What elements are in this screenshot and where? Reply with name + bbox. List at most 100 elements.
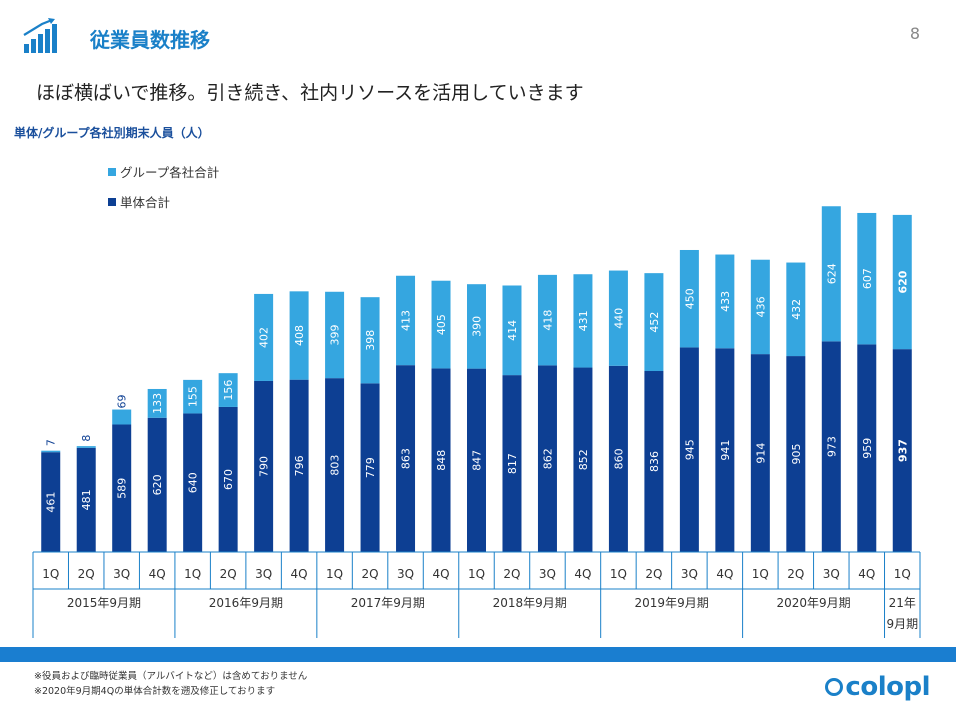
- x-tick-label: 4Q: [149, 567, 166, 581]
- data-label-group: 624: [825, 263, 838, 284]
- bar-single: [289, 379, 309, 552]
- bar-group: [857, 212, 877, 345]
- x-tick-label: 4Q: [432, 567, 449, 581]
- data-label-single: 862: [541, 448, 554, 469]
- legend-swatch-single: [108, 197, 116, 206]
- data-label-single: 620: [151, 474, 164, 495]
- bar-single: [892, 349, 912, 552]
- data-label-single: 860: [612, 448, 625, 469]
- data-label-group: 452: [648, 312, 661, 333]
- data-label-group: 405: [435, 314, 448, 335]
- bar-single: [112, 424, 132, 552]
- bar-group: [750, 259, 770, 355]
- x-tick-label: 2Q: [645, 567, 662, 581]
- bar-single: [396, 365, 416, 552]
- data-label-single: 848: [435, 450, 448, 471]
- data-label-group: 440: [612, 308, 625, 329]
- chart-title: 単体/グループ各社別期末人員（人）: [14, 126, 210, 140]
- bar-chart-growth-icon: [22, 18, 62, 54]
- x-tick-label: 1Q: [184, 567, 201, 581]
- x-tick-label: 4Q: [858, 567, 875, 581]
- bar-single: [750, 354, 770, 552]
- data-label-single: 863: [400, 448, 413, 469]
- data-label-group: 398: [364, 330, 377, 351]
- bar-group: [289, 291, 309, 380]
- bar-single: [786, 356, 806, 552]
- bar-single: [431, 368, 451, 552]
- bar-single: [608, 365, 628, 552]
- x-tick-label: 2Q: [787, 567, 804, 581]
- bar-single: [502, 375, 522, 552]
- data-label-single: 481: [80, 489, 93, 510]
- bar-single: [254, 380, 274, 552]
- x-tick-label: 1Q: [326, 567, 343, 581]
- x-tick-label: 4Q: [291, 567, 308, 581]
- bar-group: [76, 446, 96, 448]
- page-subtitle: ほぼ横ばいで推移。引き続き、社内リソースを活用していきます: [36, 82, 584, 104]
- x-tick-label: 1Q: [894, 567, 911, 581]
- data-label-single: 941: [719, 440, 732, 461]
- data-label-single: 461: [45, 492, 58, 513]
- bar-single: [218, 406, 238, 552]
- data-label-single: 670: [222, 469, 235, 490]
- bar-group: [644, 273, 664, 372]
- x-tick-label: 2Q: [503, 567, 520, 581]
- data-label-single: 959: [861, 438, 874, 459]
- x-tick-label: 1Q: [468, 567, 485, 581]
- data-label-group: 414: [506, 320, 519, 341]
- year-group-label: 21年: [889, 596, 916, 610]
- data-label-single: 790: [258, 456, 271, 477]
- footnote-1: ※役員および臨時従業員（アルバイトなど）は含めておりません: [34, 671, 308, 682]
- year-group-label: 2020年9月期: [776, 596, 850, 610]
- bar-single: [537, 365, 557, 552]
- bar-single: [360, 383, 380, 552]
- bar-group: [360, 297, 380, 384]
- data-label-single: 905: [790, 444, 803, 465]
- data-label-single: 817: [506, 453, 519, 474]
- bar-group: [254, 293, 274, 381]
- footnote-2: ※2020年9月期4Qの単体合計数を遡及修正しております: [34, 686, 276, 697]
- x-tick-label: 4Q: [716, 567, 733, 581]
- year-group-label: 9月期: [886, 617, 918, 631]
- legend-swatch-group: [108, 167, 116, 176]
- legend-label-group: グループ各社合計: [120, 165, 220, 180]
- data-label-single: 803: [329, 455, 342, 476]
- stacked-bar-chart: 461 7 481 8 589 69 620 133 640 155 670 156 790 402 796…: [32, 206, 921, 638]
- footer-band: [0, 647, 956, 662]
- data-label-group: 155: [187, 386, 200, 407]
- bar-single: [679, 347, 699, 552]
- data-label-single: 852: [577, 449, 590, 470]
- data-label-group: 69: [116, 395, 129, 409]
- data-label-group: 418: [541, 310, 554, 331]
- bar-group: [183, 379, 203, 414]
- data-label-group: 607: [861, 268, 874, 289]
- data-label-group: 8: [80, 435, 93, 442]
- x-tick-label: 1Q: [610, 567, 627, 581]
- bar-group: [608, 270, 628, 366]
- data-label-group: 7: [45, 439, 58, 446]
- data-label-group: 133: [151, 393, 164, 414]
- data-label-single: 640: [187, 472, 200, 493]
- x-tick-label: 2Q: [362, 567, 379, 581]
- data-label-group: 436: [754, 296, 767, 317]
- x-tick-label: 3Q: [539, 567, 556, 581]
- page-number: 8: [909, 24, 920, 43]
- bar-group: [431, 280, 451, 369]
- bar-single: [573, 367, 593, 552]
- x-tick-label: 2Q: [78, 567, 95, 581]
- year-group-label: 2018年9月期: [493, 596, 567, 610]
- data-label-single: 973: [825, 436, 838, 457]
- data-label-group: 450: [683, 288, 696, 309]
- year-group-label: 2016年9月期: [209, 596, 283, 610]
- bar-group: [892, 214, 912, 350]
- logo-text: colopl: [845, 672, 930, 702]
- bar-group: [218, 373, 238, 407]
- year-group-label: 2019年9月期: [635, 596, 709, 610]
- bar-single: [715, 348, 735, 552]
- bar-group: [325, 291, 345, 379]
- data-label-group: 390: [471, 316, 484, 337]
- data-label-group: 432: [790, 299, 803, 320]
- x-tick-label: 3Q: [823, 567, 840, 581]
- colopl-logo: colopl: [825, 672, 930, 702]
- bar-group: [573, 274, 593, 368]
